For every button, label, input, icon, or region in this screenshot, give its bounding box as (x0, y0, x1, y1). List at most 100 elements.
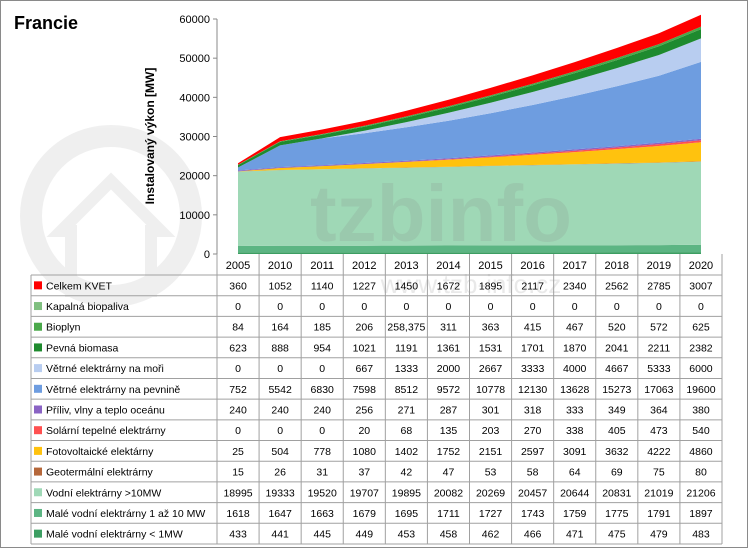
table-cell: 1791 (647, 508, 671, 520)
table-cell: 203 (482, 425, 500, 437)
table-cell: 2382 (689, 342, 713, 354)
table-cell: 504 (271, 446, 289, 458)
table-cell: 19600 (686, 384, 715, 396)
table-cell: 1897 (689, 508, 713, 520)
table-cell: 0 (277, 363, 283, 375)
table-cell: 2117 (521, 280, 544, 292)
legend-label: Geotermální elektrárny (46, 467, 154, 479)
table-cell: 75 (653, 467, 665, 479)
table-cell: 1663 (311, 508, 335, 520)
table-cell: 20 (358, 425, 370, 437)
area-fotovoltaicke-elektarny (238, 142, 701, 172)
table-cell: 287 (440, 405, 458, 417)
table-cell: 4000 (563, 363, 587, 375)
table-cell: 0 (698, 301, 704, 313)
legend-label: Větrné elektrárny na moři (46, 363, 164, 375)
table-cell: 1701 (521, 342, 545, 354)
table-cell: 0 (235, 363, 241, 375)
table-cell: 6000 (689, 363, 713, 375)
legend-swatch (34, 446, 42, 455)
area-male-vodni-elektrarny-1-az-10-mw (238, 244, 701, 253)
table-cell: 240 (271, 405, 289, 417)
table-cell: 1743 (521, 508, 545, 520)
table-cell: 0 (614, 301, 620, 313)
table-cell: 0 (403, 301, 409, 313)
table-cell: 318 (524, 405, 542, 417)
table-cell: 3632 (605, 446, 629, 458)
table-cell: 1895 (479, 280, 503, 292)
y-tick-label: 10000 (179, 210, 210, 222)
legend-label: Kapalná biopaliva (46, 301, 129, 313)
table-cell: 2151 (479, 446, 503, 458)
table-cell: 4860 (689, 446, 713, 458)
table-cell: 18995 (223, 487, 252, 499)
table-cell: 2041 (605, 342, 629, 354)
legend-swatch (34, 343, 42, 352)
table-cell: 483 (692, 529, 710, 541)
legend-label: Vodní elektrárny >10MW (46, 487, 161, 499)
table-cell: 1450 (395, 280, 419, 292)
table-cell: 64 (569, 467, 581, 479)
table-cell: 15273 (602, 384, 631, 396)
table-cell: 8512 (395, 384, 419, 396)
table-cell: 380 (692, 405, 710, 417)
table-cell: 3091 (563, 446, 587, 458)
table-cell: 26 (274, 467, 286, 479)
table-header-year: 2016 (520, 260, 544, 272)
watermark-text: tzbinfo (310, 169, 572, 258)
table-cell: 3333 (521, 363, 545, 375)
area-vetrne-elektrarny-na-pevnine (238, 61, 701, 171)
legend-label: Příliv, vlny a teplo oceánu (46, 405, 165, 417)
table-cell: 0 (572, 301, 578, 313)
table-cell: 2340 (563, 280, 587, 292)
table-cell: 625 (692, 322, 710, 334)
table-cell: 1870 (563, 342, 587, 354)
table-cell: 271 (398, 405, 416, 417)
table-cell: 338 (566, 425, 584, 437)
table-cell: 69 (611, 467, 623, 479)
table-cell: 20269 (476, 487, 505, 499)
y-tick-label: 60000 (179, 14, 210, 26)
table-cell: 954 (313, 342, 331, 354)
legend-label: Malé vodní elektrárny < 1MW (46, 529, 183, 541)
table-cell: 0 (277, 425, 283, 437)
y-tick-label: 30000 (179, 132, 210, 144)
table-cell: 1052 (268, 280, 292, 292)
table-cell: 778 (313, 446, 331, 458)
legend-swatch (34, 364, 42, 373)
table-cell: 2597 (521, 446, 545, 458)
table-cell: 0 (446, 301, 452, 313)
legend-swatch (34, 508, 42, 517)
table-cell: 53 (485, 467, 497, 479)
table-cell: 0 (319, 425, 325, 437)
table-cell: 433 (229, 529, 247, 541)
table-cell: 206 (356, 322, 374, 334)
table-cell: 84 (232, 322, 244, 334)
table-cell: 21019 (644, 487, 673, 499)
y-tick-label: 0 (204, 249, 210, 261)
table-cell: 1402 (395, 446, 419, 458)
table-cell: 462 (482, 529, 500, 541)
legend-swatch (34, 426, 42, 435)
table-cell: 20082 (434, 487, 463, 499)
table-cell: 240 (313, 405, 331, 417)
table-cell: 1775 (605, 508, 629, 520)
y-axis-label: Instalovaný výkon [MW] (143, 68, 157, 205)
table-cell: 17063 (644, 384, 673, 396)
table-cell: 31 (316, 467, 328, 479)
table-cell: 0 (319, 363, 325, 375)
table-cell: 3007 (689, 280, 713, 292)
table-cell: 1227 (353, 280, 377, 292)
table-header-year: 2005 (226, 260, 250, 272)
table-cell: 449 (356, 529, 374, 541)
table-cell: 0 (235, 301, 241, 313)
table-cell: 0 (319, 301, 325, 313)
legend-swatch (34, 467, 42, 476)
table-header-year: 2013 (394, 260, 418, 272)
table-cell: 68 (401, 425, 413, 437)
table-cell: 1759 (563, 508, 587, 520)
table-cell: 25 (232, 446, 244, 458)
table-cell: 1727 (479, 508, 503, 520)
table-cell: 42 (401, 467, 413, 479)
